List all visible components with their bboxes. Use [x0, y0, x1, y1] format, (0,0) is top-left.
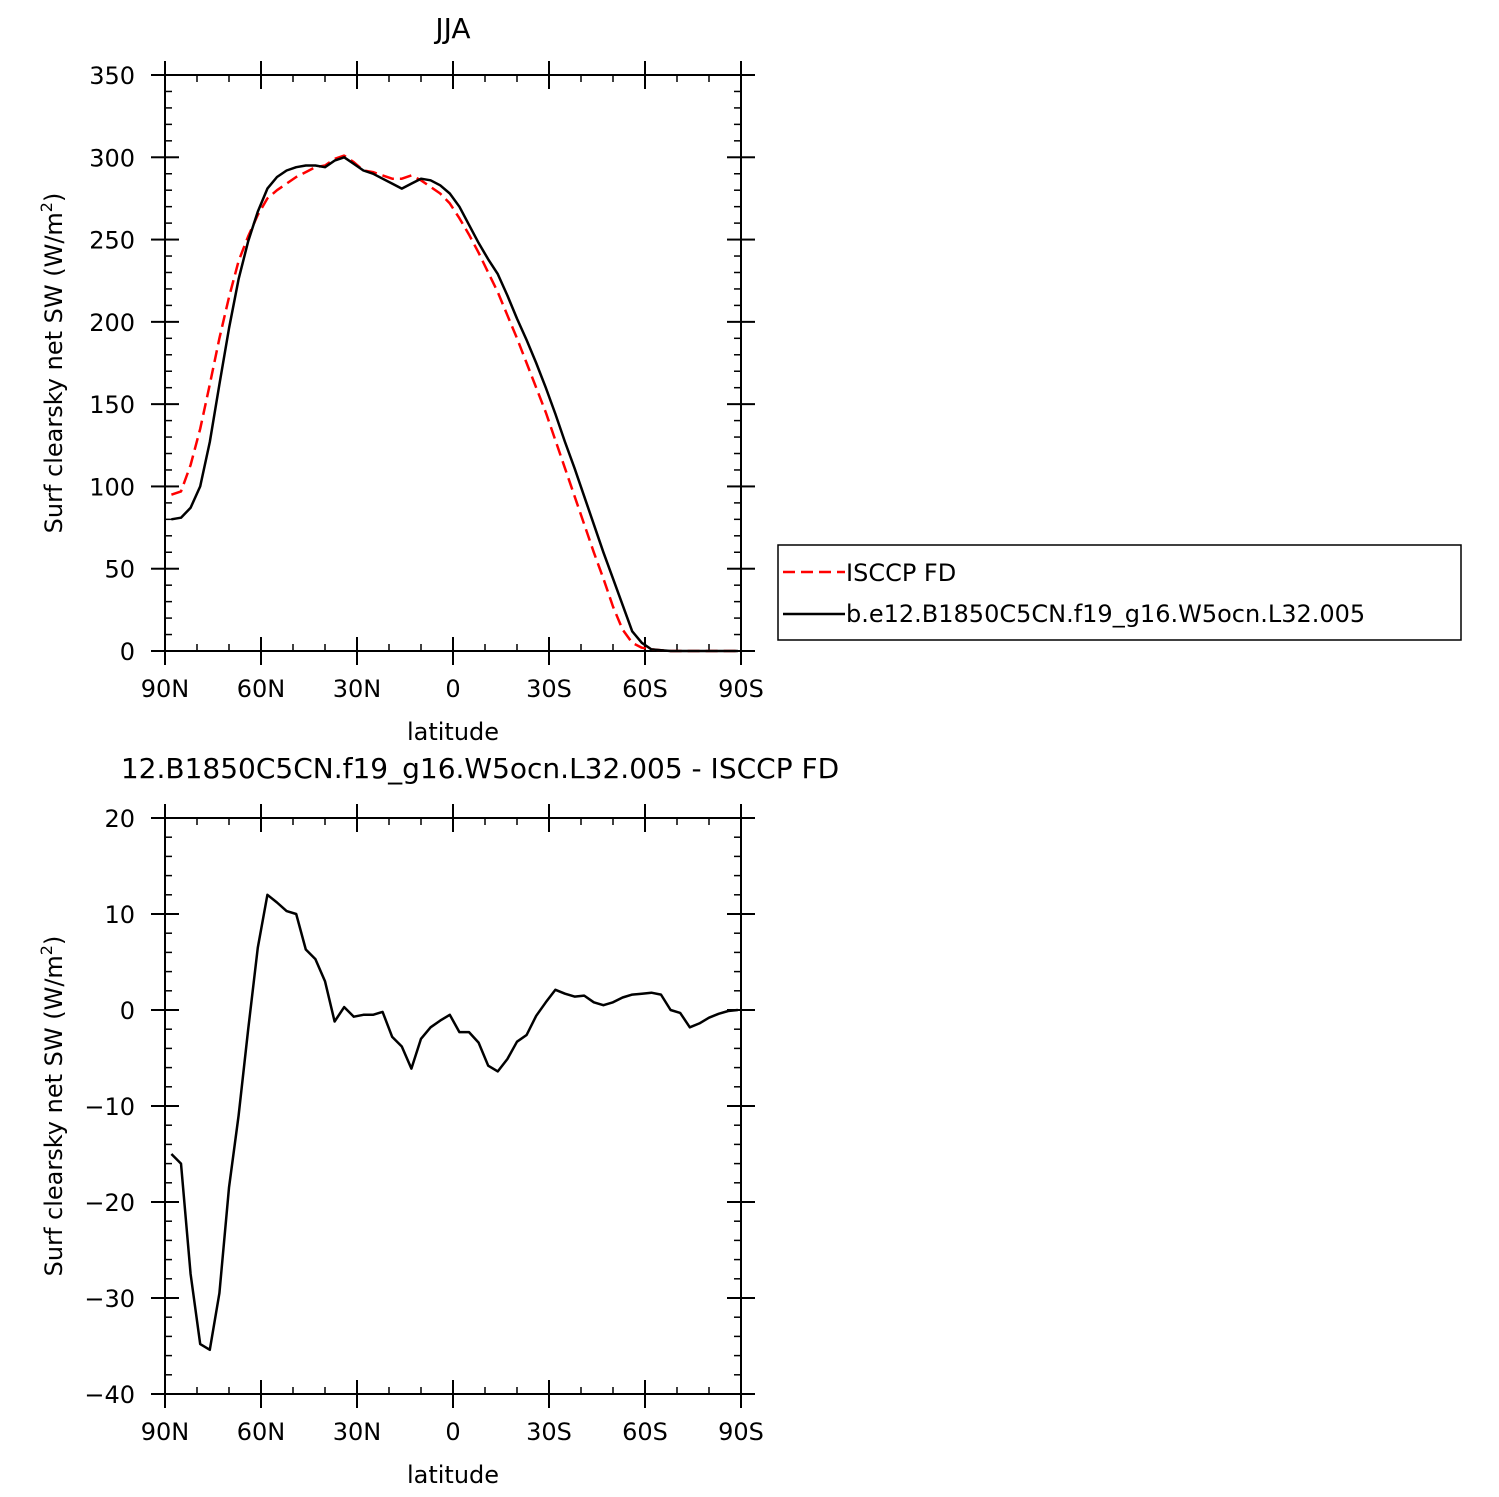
bottom-y-tick-label: −10: [84, 1093, 135, 1121]
top-ticks: [151, 61, 755, 665]
bottom-y-tick-label: −20: [84, 1189, 135, 1217]
top-series-lines: [170, 154, 738, 653]
top-y-tick-labels: 0 50 100 150 200 250 300 350: [89, 62, 135, 666]
bottom-ticks: [151, 804, 755, 1408]
bottom-y-tick-labels: −40 −30 −20 −10 0 10 20: [84, 805, 135, 1409]
top-x-tick-label: 30N: [333, 675, 382, 703]
top-y-tick-label: 300: [89, 144, 135, 172]
bottom-x-tick-label: 0: [445, 1418, 460, 1446]
bottom-series-line-model: [170, 893, 738, 1352]
top-plot-frame: [164, 74, 742, 652]
top-x-tick-label: 30S: [526, 675, 572, 703]
bottom-x-tick-label: 60N: [237, 1418, 286, 1446]
bottom-y-tick-label: 20: [104, 805, 135, 833]
top-y-tick-label: 350: [89, 62, 135, 90]
top-y-axis-title: Surf clearsky net SW (W/m2): [37, 193, 68, 534]
bottom-plot-frame: [164, 817, 742, 1395]
top-y-tick-label: 50: [104, 556, 135, 584]
top-y-tick-label: 0: [120, 638, 135, 666]
top-x-tick-label: 60S: [622, 675, 668, 703]
bottom-x-tick-label: 30S: [526, 1418, 572, 1446]
bottom-x-axis-title: latitude: [407, 1461, 499, 1489]
top-panel: JJA 90N 60N 30N 0 30S 60S 90S 0 50 100 150 200 250 3…: [37, 12, 764, 746]
top-x-tick-label: 90S: [718, 675, 764, 703]
top-series-line-model: [171, 156, 738, 653]
top-x-tick-label: 90N: [141, 675, 190, 703]
top-chart-title: JJA: [433, 12, 470, 45]
bottom-chart-title: 12.B1850C5CN.f19_g16.W5ocn.L32.005 - ISC…: [121, 752, 839, 785]
bottom-y-axis-title: Surf clearsky net SW (W/m2): [37, 936, 68, 1277]
top-y-tick-label: 200: [89, 309, 135, 337]
bottom-panel: 12.B1850C5CN.f19_g16.W5ocn.L32.005 - ISC…: [37, 752, 839, 1489]
bottom-y-tick-label: 10: [104, 901, 135, 929]
top-x-tick-label: 0: [445, 675, 460, 703]
legend: ISCCP FD b.e12.B1850C5CN.f19_g16.W5ocn.L…: [777, 544, 1462, 641]
top-y-tick-label: 150: [89, 391, 135, 419]
bottom-series-lines: [170, 893, 738, 1352]
top-x-tick-label: 60N: [237, 675, 286, 703]
legend-label-model: b.e12.B1850C5CN.f19_g16.W5ocn.L32.005: [846, 600, 1365, 628]
bottom-x-tick-label: 90S: [718, 1418, 764, 1446]
bottom-x-tick-label: 90N: [141, 1418, 190, 1446]
top-series-line-isccp: [170, 154, 738, 653]
top-y-tick-label: 100: [89, 473, 135, 501]
legend-label-isccp: ISCCP FD: [846, 559, 956, 587]
top-x-axis-title: latitude: [407, 718, 499, 746]
top-y-tick-label: 250: [89, 227, 135, 255]
bottom-x-tick-label: 60S: [622, 1418, 668, 1446]
legend-box: [777, 544, 1462, 641]
top-x-tick-labels: 90N 60N 30N 0 30S 60S 90S: [141, 675, 764, 703]
bottom-x-tick-labels: 90N 60N 30N 0 30S 60S 90S: [141, 1418, 764, 1446]
bottom-y-tick-label: −30: [84, 1285, 135, 1313]
bottom-y-tick-label: 0: [120, 997, 135, 1025]
bottom-y-tick-label: −40: [84, 1381, 135, 1409]
bottom-x-tick-label: 30N: [333, 1418, 382, 1446]
